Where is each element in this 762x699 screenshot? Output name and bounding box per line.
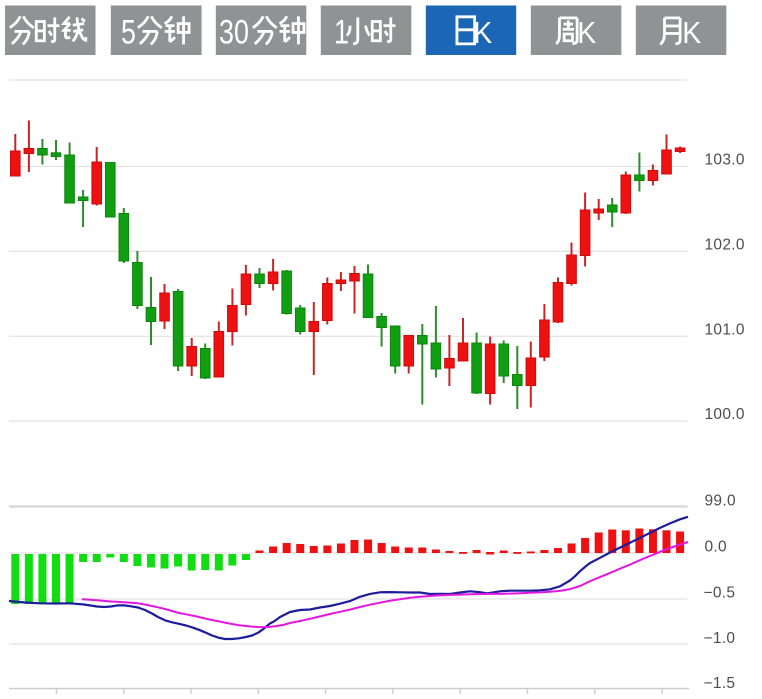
svg-text:−0.5: −0.5 — [704, 585, 736, 602]
svg-text:101.0: 101.0 — [705, 321, 745, 338]
svg-text:5: 5 — [121, 12, 136, 51]
svg-text:−1.5: −1.5 — [704, 675, 736, 692]
svg-text:K: K — [473, 16, 492, 50]
svg-text:−1.0: −1.0 — [704, 630, 736, 647]
svg-text:K: K — [577, 16, 596, 50]
svg-text:30: 30 — [219, 12, 249, 51]
svg-text:103.0: 103.0 — [705, 152, 745, 169]
svg-text:102.0: 102.0 — [705, 237, 745, 254]
svg-text:99.0: 99.0 — [705, 493, 736, 510]
svg-text:100.0: 100.0 — [705, 406, 745, 423]
svg-text:K: K — [682, 16, 701, 50]
svg-text:0.0: 0.0 — [705, 539, 728, 556]
svg-text:1: 1 — [334, 12, 349, 51]
